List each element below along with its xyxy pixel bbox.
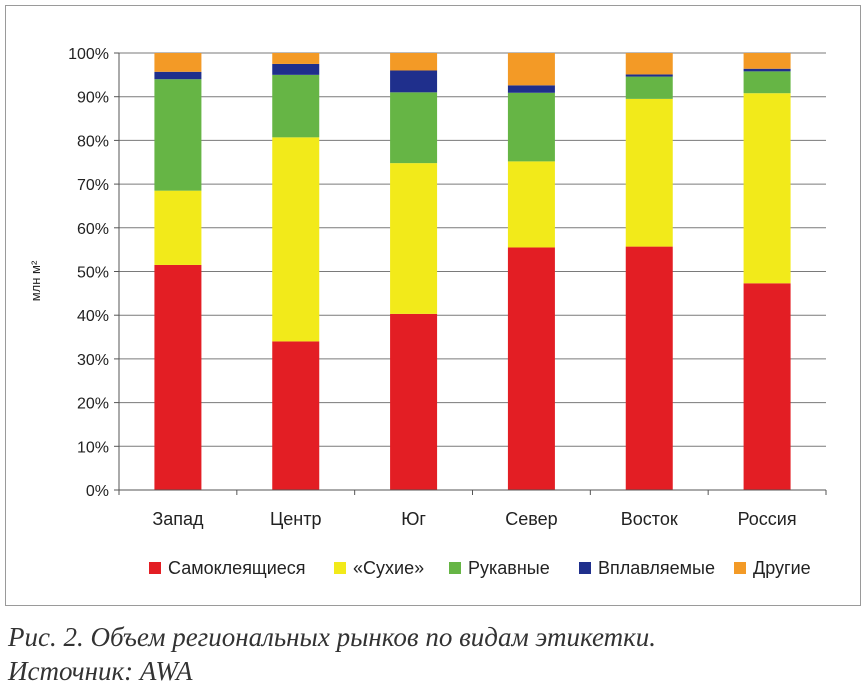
tick-labels: 0% 10% 20% 30% 40% 50% 60% 70% 80% 90% 100% Запад Це… xyxy=(68,46,797,529)
bar-segment xyxy=(625,76,673,99)
bar-segment xyxy=(507,247,555,490)
bar-segment xyxy=(154,79,202,191)
legend-label: «Сухие» xyxy=(353,558,424,578)
bar-segment xyxy=(154,190,202,265)
stacked-bar-chart: 0% 10% 20% 30% 40% 50% 60% 70% 80% 90% 100% Запад Це… xyxy=(28,46,827,578)
axes xyxy=(114,52,827,495)
legend-swatch xyxy=(734,562,746,574)
legend-label: Рукавные xyxy=(468,558,550,578)
y-tick-label: 30% xyxy=(77,352,109,369)
y-tick-label: 60% xyxy=(77,221,109,238)
y-tick-label: 90% xyxy=(77,90,109,107)
bar-segment xyxy=(743,283,791,490)
bar-segment xyxy=(272,137,320,342)
legend-label: Вплавляемые xyxy=(598,558,715,578)
bar-segment xyxy=(507,53,555,86)
y-tick-label: 100% xyxy=(68,46,109,63)
bar-segment xyxy=(625,246,673,490)
bar-segment xyxy=(743,53,791,69)
bar-segment xyxy=(272,53,320,64)
bar-segment xyxy=(154,264,202,490)
bar-segment xyxy=(507,92,555,162)
y-tick-label: 0% xyxy=(86,483,109,500)
y-tick-label: 40% xyxy=(77,308,109,325)
legend-label: Самоклеящиеся xyxy=(168,558,306,578)
bar-segment xyxy=(272,341,320,490)
x-tick-label: Центр xyxy=(270,509,322,529)
bar-segment xyxy=(625,98,673,247)
bar-segment xyxy=(272,74,320,138)
bar-segment xyxy=(390,70,438,93)
y-tick-label: 50% xyxy=(77,265,109,282)
y-tick-label: 80% xyxy=(77,133,109,150)
y-tick-label: 10% xyxy=(77,439,109,456)
legend-swatch xyxy=(149,562,161,574)
gridlines xyxy=(119,52,826,447)
bars xyxy=(154,53,791,490)
bar-segment xyxy=(390,313,438,490)
x-tick-label: Север xyxy=(505,509,557,529)
legend: Самоклеящиеся «Сухие» Рукавные Вплавляемые Д… xyxy=(149,558,811,578)
bar-segment xyxy=(625,74,673,77)
bar-segment xyxy=(625,53,673,75)
legend-swatch xyxy=(579,562,591,574)
legend-swatch xyxy=(449,562,461,574)
bar-segment xyxy=(272,63,320,75)
x-tick-label: Запад xyxy=(152,509,204,529)
bar-segment xyxy=(390,53,438,71)
bar-segment xyxy=(154,53,202,72)
bar-segment xyxy=(390,92,438,164)
figure-caption: Рис. 2. Объем региональных рынков по вид… xyxy=(8,620,858,688)
bar-segment xyxy=(743,93,791,284)
x-tick-label: Восток xyxy=(621,509,678,529)
y-tick-label: 70% xyxy=(77,177,109,194)
y-axis-label: млн м² xyxy=(28,260,43,301)
chart-frame: 0% 10% 20% 30% 40% 50% 60% 70% 80% 90% 100% Запад Це… xyxy=(5,5,861,606)
bar-segment xyxy=(743,68,791,72)
legend-label: Другие xyxy=(753,558,811,578)
bar-segment xyxy=(507,85,555,93)
caption-line-2: Источник: AWA xyxy=(8,656,193,686)
bar-segment xyxy=(743,71,791,94)
x-tick-label: Юг xyxy=(401,509,426,529)
x-tick-label: Россия xyxy=(738,509,797,529)
bar-segment xyxy=(154,71,202,80)
y-tick-label: 20% xyxy=(77,396,109,413)
bar-segment xyxy=(390,163,438,314)
caption-line-1: Рис. 2. Объем региональных рынков по вид… xyxy=(8,622,656,652)
bar-segment xyxy=(507,161,555,248)
legend-swatch xyxy=(334,562,346,574)
